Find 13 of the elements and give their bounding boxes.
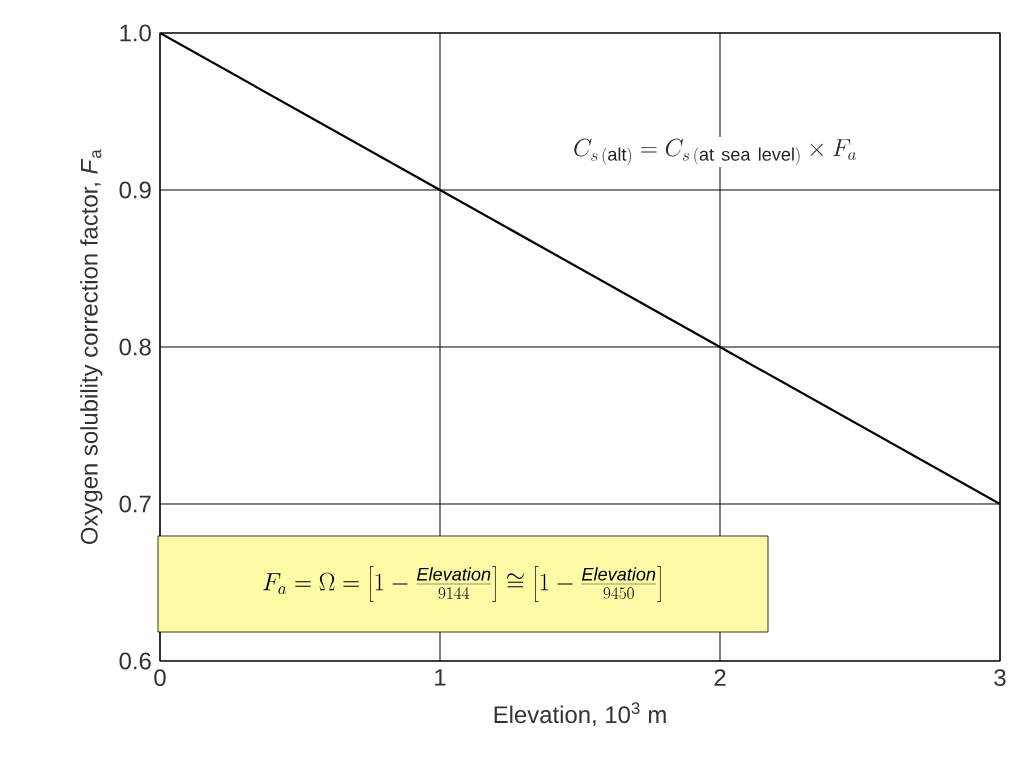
y-tick-label: 1.0 — [120, 24, 151, 42]
y-tick-label: 0.8 — [119, 338, 151, 356]
y-tick-label: 0.7 — [119, 495, 151, 513]
x-axis-title: Elevation, 10$^{3}$ m — [494, 702, 666, 726]
annotation: $F_a = \Omega = \left[1-\frac{\mathit{Elevation}}{9144}\right] \cong \left[1-\frac{\mathit{Elevation}}{9450}\right]$ — [263, 566, 661, 602]
y-axis-title: Oxygen solubility correction factor, F$_{a}$ — [80, 149, 103, 545]
x-tick-label: 1 — [435, 669, 446, 686]
annotation: $C_{s\,(\mathrm{alt})} = C_{s\,(\mathrm{at\ sea\ level})} \times F_a$ — [574, 138, 856, 165]
x-tick-label: 3 — [994, 669, 1006, 687]
x-tick-label: 2 — [714, 669, 726, 686]
y-tick-label: 0.6 — [119, 652, 151, 670]
y-tick-label: 0.9 — [119, 181, 151, 199]
x-tick-label: 0 — [154, 669, 166, 687]
